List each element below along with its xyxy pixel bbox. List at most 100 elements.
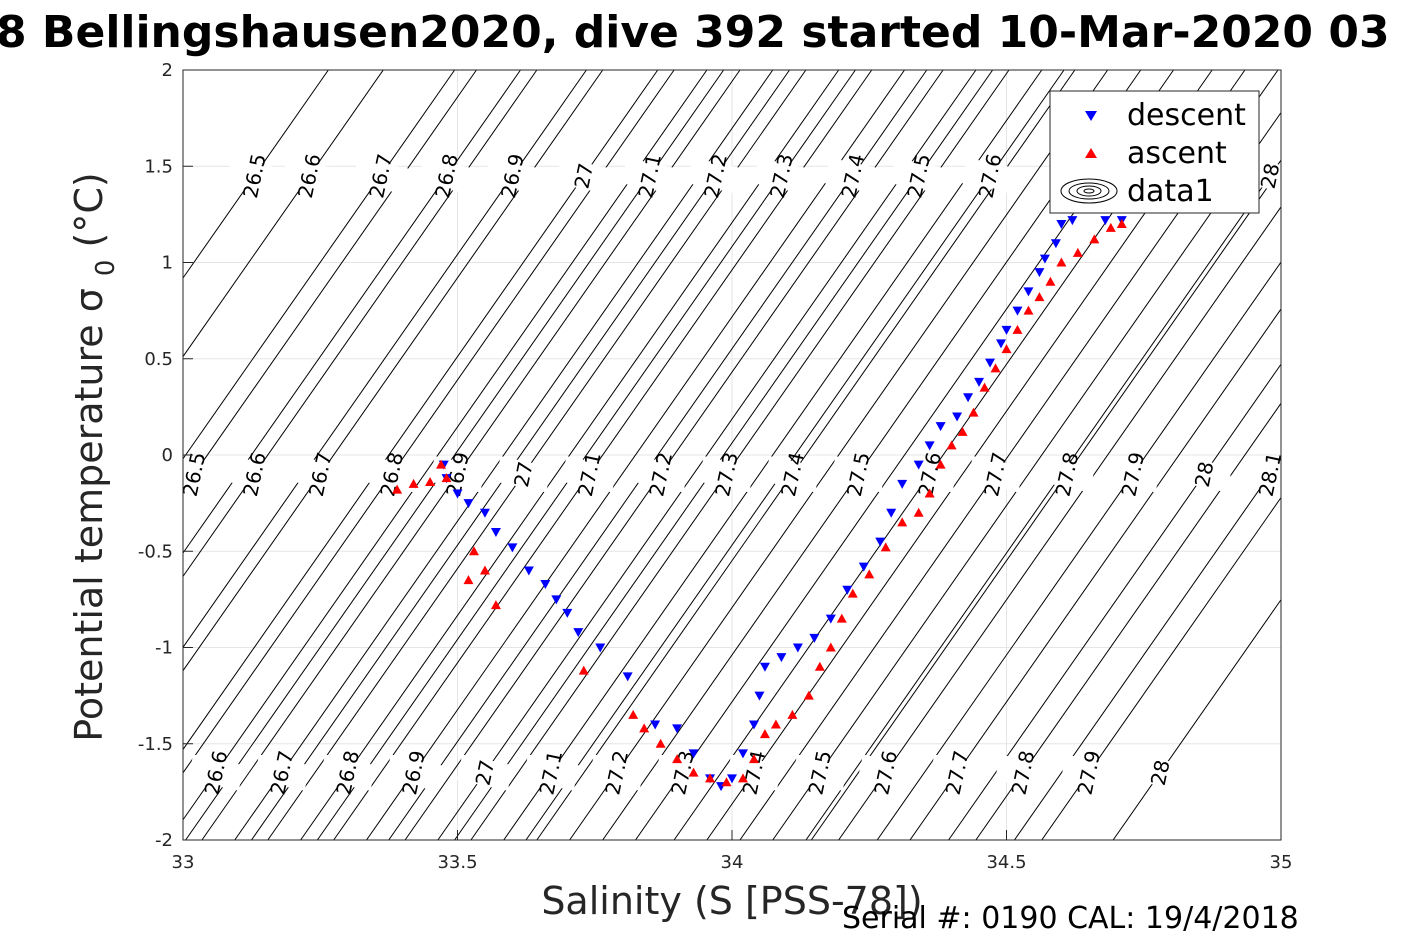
ascent-point	[479, 565, 490, 575]
descent-point	[727, 774, 737, 784]
x-tick-label: 34.5	[986, 852, 1026, 873]
isopycnal-line	[185, 69, 725, 841]
isopycnal-line	[569, 69, 1109, 841]
descent-point	[573, 628, 584, 638]
isopycnal-label-bg	[522, 754, 579, 791]
y-tick-label: -0.5	[138, 541, 173, 562]
descent-point	[1067, 216, 1078, 226]
isopycnal-label-bg	[1038, 456, 1096, 493]
descent-point	[913, 460, 924, 470]
descent-point	[875, 537, 886, 547]
ascent-point	[468, 546, 479, 556]
ascent-point	[721, 777, 732, 787]
isopycnal-line	[182, 69, 384, 357]
ascent-point	[759, 729, 770, 739]
isopycnal-label-bg	[890, 157, 947, 194]
descent-point	[1050, 239, 1061, 249]
legend-contour-icon	[1060, 178, 1118, 204]
isopycnal-label-bg	[698, 456, 755, 493]
descent-point	[759, 662, 770, 672]
descent-point	[748, 720, 759, 730]
isopycnal-line	[366, 69, 905, 841]
isopycnal-label-bg	[484, 157, 541, 194]
ascent-point	[897, 517, 908, 527]
isopycnal-line	[1014, 458, 1282, 841]
isopycnal-label-bg	[967, 456, 1024, 493]
descent-point	[507, 543, 518, 553]
isopycnal-label-bg	[281, 157, 338, 194]
ascent-point	[847, 588, 858, 598]
isopycnal-label-bg	[753, 157, 810, 194]
legend-ascent-marker	[1085, 148, 1097, 158]
ascent-point	[655, 738, 666, 748]
descent-point	[523, 566, 534, 576]
isopycnal-label-bg	[961, 157, 1019, 194]
descent-point	[622, 672, 633, 682]
x-axis-ticks: 33 33.5 34 34.5 35	[172, 830, 1292, 873]
ascent-point	[628, 709, 639, 719]
isopycnal-line	[470, 69, 1010, 841]
isopycnal-line	[316, 69, 856, 841]
isopycnal-line	[388, 69, 928, 841]
ascent-point	[1012, 324, 1023, 334]
ascent-point	[1045, 276, 1056, 286]
descent-point	[924, 441, 935, 451]
isopycnal-label-bg	[165, 456, 223, 493]
isopycnal-label-bg	[418, 157, 475, 194]
descent-point	[562, 608, 573, 618]
legend: descent ascent data1	[1049, 90, 1260, 214]
isopycnal-label-bg	[1132, 754, 1189, 791]
descent-point	[974, 377, 985, 387]
isopycnal-line	[838, 206, 1282, 841]
isopycnal-label-bg	[555, 157, 612, 194]
legend-descent-label: descent	[1127, 98, 1246, 133]
descent-point	[952, 412, 963, 422]
ascent-point	[770, 719, 781, 729]
ascent-point	[979, 382, 990, 392]
ascent-point	[1116, 219, 1127, 228]
y-tick-label: 2	[162, 60, 173, 81]
ascent-point	[392, 484, 403, 494]
ascent-point	[1105, 222, 1116, 232]
y-axis-label-unit: (°C)	[67, 172, 111, 259]
isopycnal-line	[300, 69, 840, 841]
ascent-point	[946, 440, 957, 450]
descent-point	[672, 724, 683, 734]
ascent-point	[814, 661, 825, 671]
ascent-point	[913, 507, 924, 517]
descent-point	[1034, 268, 1045, 278]
ascent-point	[748, 754, 759, 764]
descent-point	[551, 595, 562, 605]
serial-calibration-note: Serial #: 0190 CAL: 19/4/2018	[842, 901, 1299, 936]
y-axis-label: Potential temperature σ 0 (°C)	[67, 172, 121, 741]
isopycnal-line	[182, 69, 708, 821]
descent-point	[886, 508, 897, 518]
descent-point	[754, 691, 765, 701]
ascent-point	[408, 478, 419, 488]
isopycnal-line	[1112, 599, 1282, 841]
isopycnal-label-bg	[621, 157, 678, 194]
isopycnal-label-bg	[654, 754, 711, 791]
isopycnal-line	[810, 167, 1282, 841]
isopycnal-label-bg	[226, 456, 283, 493]
descent-point	[452, 489, 463, 499]
isopycnal-label-bg	[1060, 754, 1117, 791]
isopycnal-label-bg	[857, 754, 914, 791]
isopycnal-label-bg	[319, 754, 376, 791]
legend-descent-marker	[1085, 111, 1097, 121]
isopycnal-label-bg	[764, 456, 821, 493]
isopycnal-label: 28	[1190, 459, 1219, 489]
ascent-point	[803, 690, 814, 700]
ascent-point	[864, 569, 875, 579]
isopycnal-label: 27	[569, 161, 598, 191]
legend-ascent-label: ascent	[1127, 136, 1227, 171]
descent-point	[1023, 287, 1034, 297]
legend-data1-label: data1	[1127, 174, 1214, 209]
descent-point	[650, 720, 661, 730]
x-tick-label: 33.5	[437, 852, 477, 873]
isopycnal-label-bg	[352, 157, 409, 194]
descent-point	[825, 614, 836, 624]
descent-point	[688, 749, 699, 759]
ascent-point	[639, 723, 650, 733]
